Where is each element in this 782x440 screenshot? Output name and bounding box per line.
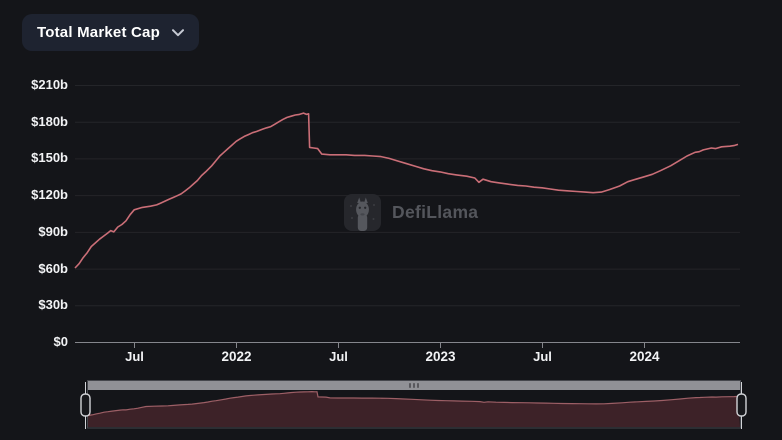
navigator-left-handle[interactable] [80, 382, 91, 429]
gridlines [75, 85, 740, 343]
y-axis-label: $60b [38, 260, 68, 276]
y-axis-label: $90b [38, 223, 68, 239]
y-axis-label: $210b [31, 77, 68, 92]
y-axis-label: $120b [31, 187, 68, 203]
y-axis-label: $30b [38, 297, 68, 313]
navigator-grip-icon [409, 383, 419, 388]
navigator-area [88, 391, 740, 427]
market-cap-line [74, 112, 739, 269]
x-axis-label: 2024 [629, 349, 660, 364]
navigator-right-handle[interactable] [736, 382, 747, 429]
y-axis-label: $0 [53, 334, 68, 349]
axis-ticks [134, 342, 645, 348]
chevron-down-icon [171, 28, 184, 36]
metric-selector-button[interactable]: Total Market Cap [22, 14, 199, 51]
x-axis-label: Jul [533, 349, 552, 364]
x-axis-label: Jul [329, 349, 348, 364]
x-axis-label: Jul [125, 349, 144, 364]
y-axis-label: $150b [31, 150, 68, 166]
metric-selector-label: Total Market Cap [37, 24, 160, 41]
x-axis-label: 2022 [221, 349, 252, 364]
y-axis-label: $180b [31, 113, 68, 129]
navigator-area-outline [87, 390, 739, 417]
handle-grip[interactable] [736, 393, 747, 417]
x-axis-label: 2023 [425, 349, 456, 364]
handle-grip[interactable] [80, 393, 91, 417]
